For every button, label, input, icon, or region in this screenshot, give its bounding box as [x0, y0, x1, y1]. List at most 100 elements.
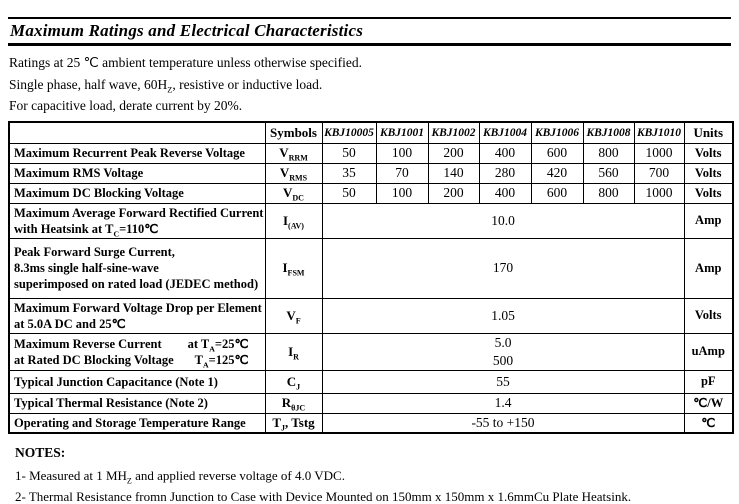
symbol-cell: VRMS: [264, 162, 323, 184]
unit-cell: Amp: [683, 237, 734, 299]
value-line: 10.0: [491, 212, 515, 228]
text-segment: V: [282, 185, 293, 200]
unit-cell: Volts: [683, 162, 734, 184]
table-row: Maximum RMS Voltage VRMS 35 70 140 280 420 560 7…: [8, 162, 734, 184]
text-segment: I: [282, 260, 288, 275]
description-text: 8.3ms single half-sine-wave: [14, 261, 159, 275]
corner-cell: [8, 121, 266, 144]
subscript-text: (AV): [288, 221, 304, 231]
subscript-text: RMS: [289, 173, 308, 183]
symbol-cell: VRRM: [264, 142, 323, 164]
text-segment: and applied reverse voltage of 4.0 VDC.: [131, 468, 345, 483]
description-line: 8.3ms single half-sine-wave: [14, 260, 261, 276]
value-cell: 560: [582, 162, 635, 184]
merged-value-cell: 1.4: [321, 392, 685, 414]
subscript-text: R: [293, 352, 299, 362]
text-segment: Typical Thermal Resistance (Note 2): [14, 396, 208, 410]
text-segment: C: [286, 373, 297, 389]
description-text: Typical Junction Capacitance (Note 1): [14, 375, 218, 389]
column-header-part-number: KBJ1001: [375, 121, 429, 144]
description-text: Operating and Storage Temperature Range: [14, 416, 246, 430]
row-description: Maximum Recurrent Peak Reverse Voltage: [8, 142, 266, 164]
text-segment: at T: [187, 336, 210, 351]
column-header: Units: [683, 121, 734, 144]
value-cell: 35: [321, 162, 377, 184]
value-cell: 1000: [633, 182, 685, 204]
text-segment: Maximum DC Blocking Voltage: [14, 186, 184, 200]
merged-value-cell: -55 to +150: [321, 412, 685, 434]
symbol-cell: CJ: [264, 369, 323, 394]
value-cell: 100: [375, 182, 429, 204]
description-line: Typical Junction Capacitance (Note 1): [14, 374, 261, 390]
description-line: at Rated DC Blocking Voltage TA=125℃: [14, 352, 261, 369]
page-title: Maximum Ratings and Electrical Character…: [10, 21, 364, 40]
value-line: 500: [492, 352, 514, 368]
unit-cell: Volts: [683, 297, 734, 334]
description-text: at Rated DC Blocking Voltage: [14, 352, 174, 368]
text-segment: Peak Forward Surge Current,: [14, 245, 175, 259]
subscript-text: C: [113, 229, 120, 238]
text-segment: Maximum Recurrent Peak Reverse Voltage: [14, 146, 245, 160]
description-text: Peak Forward Surge Current,: [14, 245, 175, 259]
unit-cell: uAmp: [683, 332, 734, 371]
value-cell: 70: [375, 162, 429, 184]
subscript-text: J: [281, 423, 286, 433]
text-segment: at Rated DC Blocking Voltage: [14, 352, 174, 367]
table-header-row: Symbols KBJ10005 KBJ1001 KBJ1002 KBJ1004 KBJ1…: [8, 121, 734, 144]
symbol-cell: IR: [264, 332, 323, 371]
description-text: Maximum RMS Voltage: [14, 166, 143, 180]
description-text: at 5.0A DC and 25℃: [14, 317, 126, 331]
subscript-text: Z: [167, 85, 173, 95]
text-segment: with Heatsink at T: [14, 221, 114, 236]
title-bottom-rule: [8, 43, 731, 46]
unit-cell: ℃: [683, 412, 734, 434]
value-cell: 800: [582, 182, 635, 204]
value-cell: 700: [633, 162, 685, 184]
description-line: superimposed on rated load (JEDEC method…: [14, 276, 261, 292]
subscript-text: J: [296, 382, 301, 392]
table-body: Maximum Recurrent Peak Reverse Voltage VR…: [8, 142, 734, 434]
row-description: Peak Forward Surge Current, 8.3ms single …: [8, 237, 266, 299]
subscript-text: FSM: [287, 268, 305, 278]
value-cell: 50: [321, 142, 377, 164]
row-description: Maximum DC Blocking Voltage: [8, 182, 266, 204]
text-segment: 8.3ms single half-sine-wave: [14, 261, 159, 275]
table-row: Typical Thermal Resistance (Note 2) RθJC 1…: [8, 392, 734, 414]
text-segment: I: [282, 212, 289, 228]
description-line: Maximum RMS Voltage: [14, 165, 261, 181]
description-line: Operating and Storage Temperature Range: [14, 415, 261, 431]
column-header-part-number: KBJ1006: [530, 121, 584, 144]
description-text: Maximum Forward Voltage Drop per Element: [14, 301, 262, 315]
value-cell: 600: [530, 142, 584, 164]
text-segment: at 5.0A DC and 25℃: [14, 316, 126, 331]
value-cell: 600: [530, 182, 584, 204]
description-line: Maximum Recurrent Peak Reverse Voltage: [14, 145, 261, 161]
table-row: Maximum Reverse Current at TA=25℃ at Rated…: [8, 332, 734, 371]
text-segment: 1- Measured at 1 MH: [15, 468, 127, 483]
value-line: 170: [492, 260, 514, 275]
value-cell: 140: [427, 162, 480, 184]
table-row: Maximum Forward Voltage Drop per Element…: [8, 297, 734, 334]
row-description: Typical Thermal Resistance (Note 2): [8, 392, 266, 414]
table-row: Maximum Recurrent Peak Reverse Voltage VR…: [8, 142, 734, 164]
column-header-part-number: KBJ1008: [582, 121, 635, 144]
unit-cell: pF: [683, 369, 734, 394]
subscript-text: DC: [292, 193, 304, 203]
symbol-cell: VF: [264, 297, 323, 334]
text-segment: T: [272, 414, 281, 430]
column-header-part-number: KBJ10005: [321, 121, 377, 144]
text-segment: , resistive or inductive load.: [172, 76, 323, 92]
value-line: 55: [496, 373, 510, 389]
text-segment: Maximum Reverse Current: [14, 336, 162, 351]
text-segment: , Tstg: [285, 414, 315, 430]
value-cell: 400: [478, 182, 532, 204]
value-cell: 800: [582, 142, 635, 164]
description-text: Maximum DC Blocking Voltage: [14, 186, 184, 200]
column-header-part-number: KBJ1010: [633, 121, 685, 144]
merged-value-cell: 1.05: [321, 297, 685, 334]
merged-value-cell: 170: [321, 237, 685, 299]
column-header-part-number: KBJ1002: [427, 121, 480, 144]
text-segment: Maximum Average Forward Rectified Curren…: [14, 205, 264, 220]
description-condition: TA=125℃: [195, 352, 249, 369]
merged-value-cell: 10.0: [321, 202, 685, 239]
